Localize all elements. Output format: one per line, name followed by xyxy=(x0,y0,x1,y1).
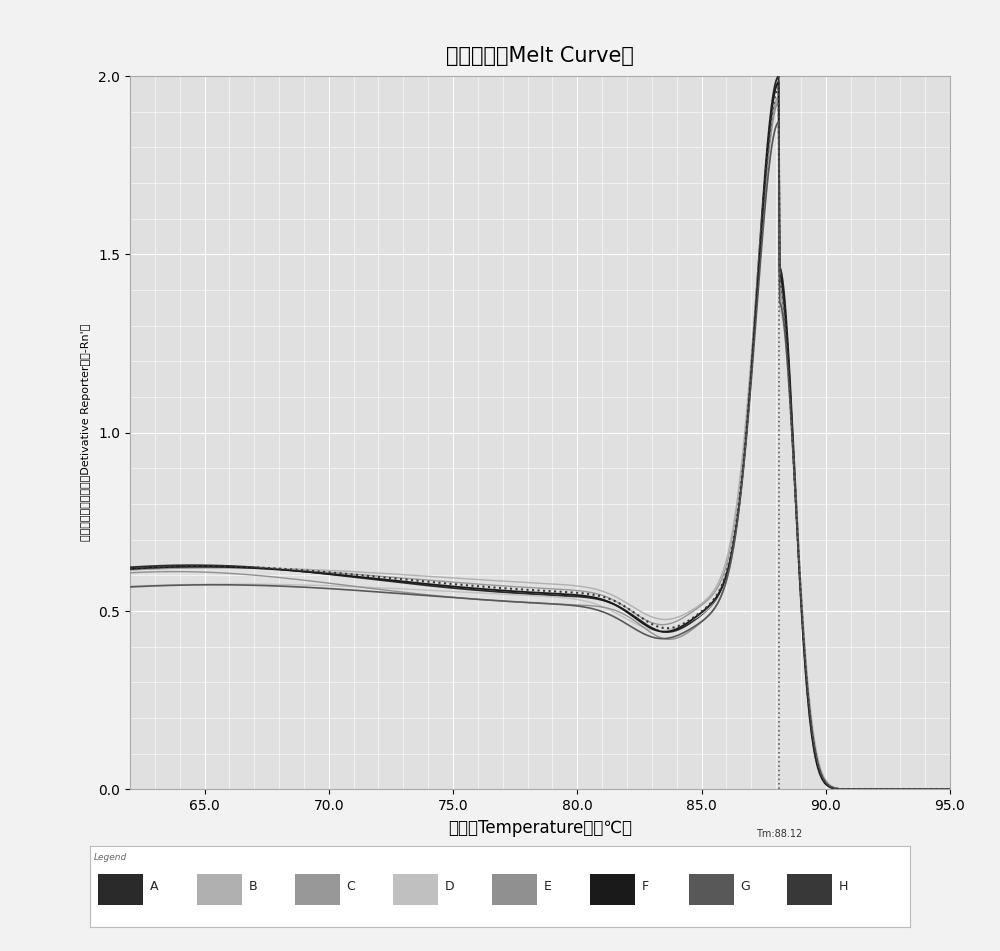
Title: 溶解曲线（Melt Curve）: 溶解曲线（Melt Curve） xyxy=(446,47,634,67)
Text: C: C xyxy=(347,881,355,893)
Text: H: H xyxy=(839,881,848,893)
X-axis label: 温度（Temperature）（℃）: 温度（Temperature）（℃） xyxy=(448,819,632,837)
Text: G: G xyxy=(740,881,750,893)
Text: E: E xyxy=(543,881,551,893)
Bar xyxy=(492,874,537,904)
Bar xyxy=(197,874,242,904)
Bar xyxy=(393,874,438,904)
Text: D: D xyxy=(445,881,455,893)
Bar xyxy=(98,874,143,904)
Text: B: B xyxy=(248,881,257,893)
Text: F: F xyxy=(642,881,649,893)
Text: Legend: Legend xyxy=(94,853,127,862)
Bar xyxy=(787,874,832,904)
Text: A: A xyxy=(150,881,158,893)
Bar xyxy=(295,874,340,904)
Bar xyxy=(590,874,635,904)
Y-axis label: 荺光值对温度的导数（Detivative Reporter）（-Rn'）: 荺光值对温度的导数（Detivative Reporter）（-Rn'） xyxy=(81,324,91,541)
Bar xyxy=(689,874,734,904)
Text: Tm:88.12: Tm:88.12 xyxy=(756,828,802,839)
